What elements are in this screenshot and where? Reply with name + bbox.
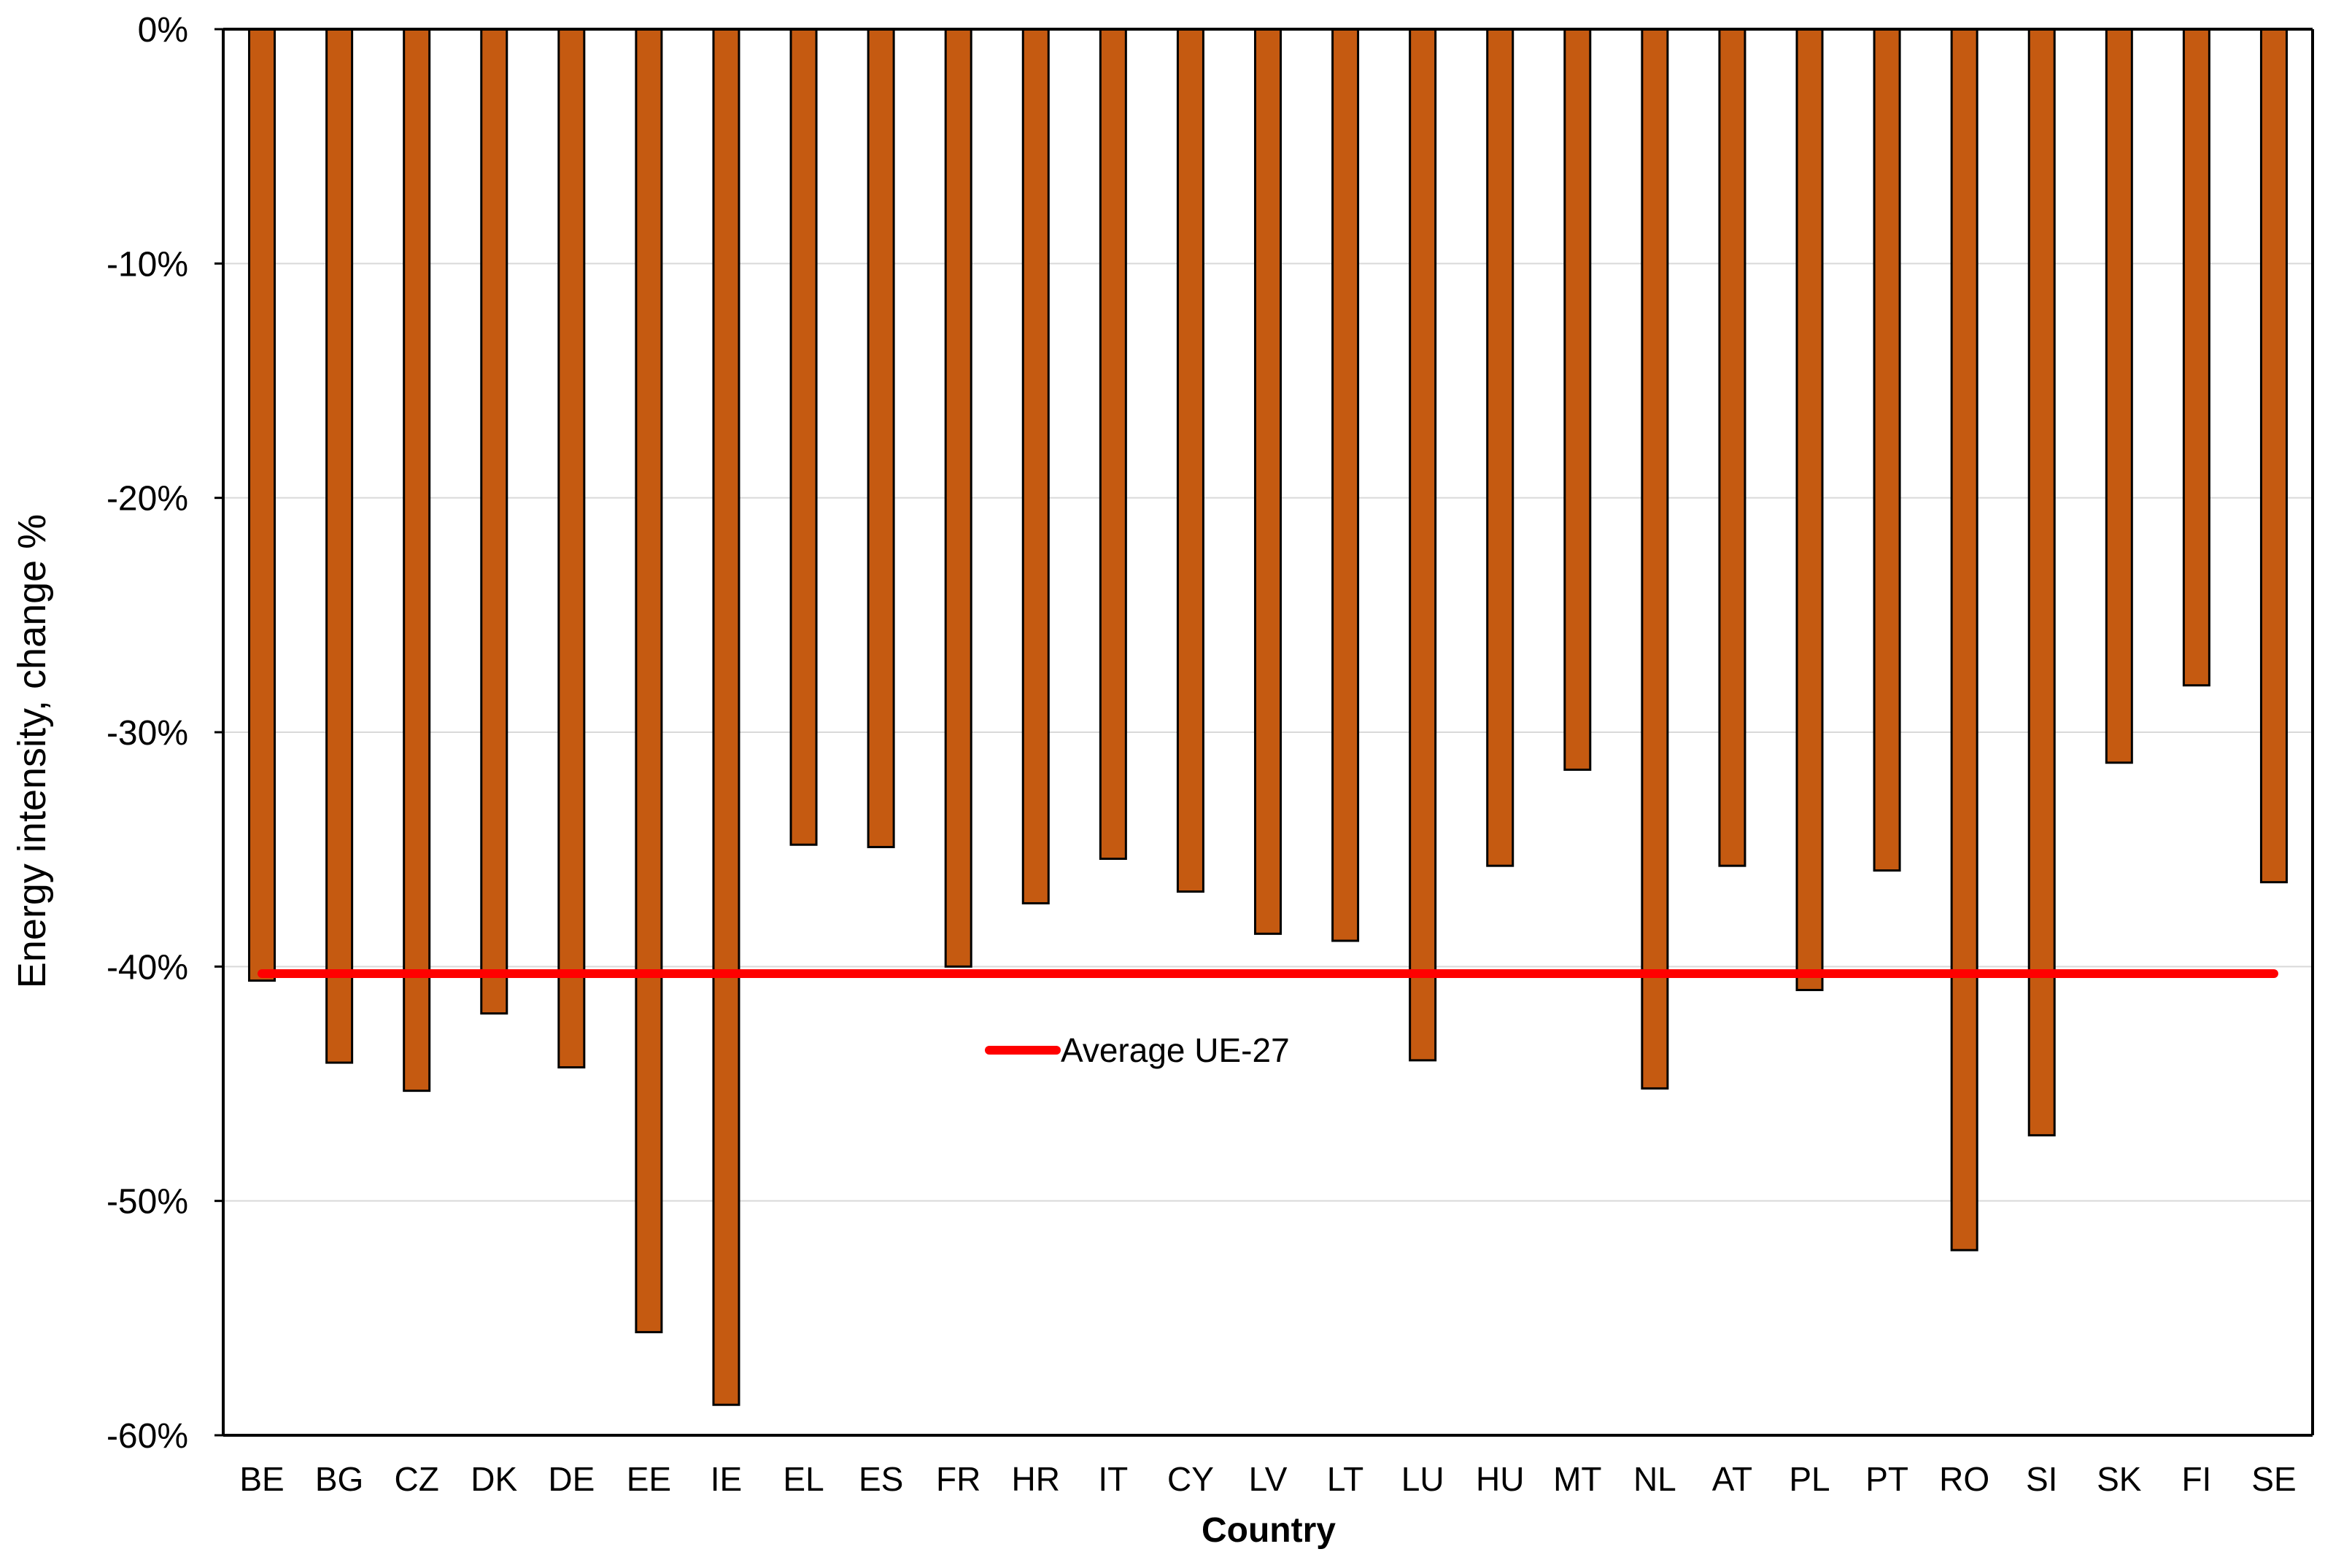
bar-bg	[325, 28, 354, 1064]
x-tick-label-lu: LU	[1401, 1460, 1444, 1498]
bar-ee	[635, 28, 663, 1334]
bars	[248, 28, 2288, 1406]
x-tick-label-ro: RO	[1939, 1460, 1989, 1498]
bar-ro	[1950, 28, 1978, 1251]
x-tick-label-at: AT	[1712, 1460, 1752, 1498]
bar-es	[867, 28, 895, 848]
legend-label-average: Average UE-27	[1061, 1031, 1290, 1069]
y-tick-label: -60%	[107, 1417, 188, 1456]
x-tick-label-mt: MT	[1553, 1460, 1601, 1498]
y-tick-label: -10%	[107, 245, 188, 284]
bar-lv	[1253, 28, 1283, 935]
y-tick-label: -20%	[107, 480, 188, 519]
legend: Average UE-27	[985, 1031, 1290, 1069]
x-tick-label-it: IT	[1098, 1460, 1128, 1498]
bar-lt	[1331, 28, 1360, 942]
bar-cz	[403, 28, 431, 1092]
x-tick-label-cy: CY	[1167, 1460, 1214, 1498]
bar-de	[557, 28, 586, 1069]
bar-be	[248, 28, 276, 982]
x-tick-label-nl: NL	[1633, 1460, 1676, 1498]
bar-cy	[1176, 28, 1204, 893]
y-tick-label: -40%	[107, 948, 188, 987]
bar-hu	[1486, 28, 1514, 867]
x-tick-labels: BE BG CZ DK DE EE IE EL ES FR HR IT CY LV LT LU HU MT NL AT…	[239, 1460, 2296, 1498]
bar-si	[2027, 28, 2056, 1137]
bar-sk	[2105, 28, 2133, 764]
x-tick-label-hr: HR	[1012, 1460, 1060, 1498]
x-tick-label-lt: LT	[1327, 1460, 1363, 1498]
x-tick-label-fi: FI	[2181, 1460, 2211, 1498]
x-tick-label-de: DE	[548, 1460, 595, 1498]
x-tick-label-ie: IE	[711, 1460, 742, 1498]
bar-nl	[1641, 28, 1669, 1090]
bar-fi	[2182, 28, 2210, 687]
bar-el	[789, 28, 818, 846]
y-tick-labels: 0% -10% -20% -30% -40% -50% -60%	[107, 11, 188, 1456]
x-tick-label-si: SI	[2026, 1460, 2057, 1498]
y-tick-label: -50%	[107, 1183, 188, 1222]
bar-it	[1099, 28, 1127, 861]
x-axis-title: Country	[1202, 1511, 1336, 1550]
x-tick-label-se: SE	[2251, 1460, 2296, 1498]
x-tick-label-be: BE	[239, 1460, 284, 1498]
bar-pt	[1873, 28, 1901, 872]
x-tick-label-dk: DK	[471, 1460, 517, 1498]
bar-ie	[712, 28, 740, 1406]
bar-mt	[1563, 28, 1592, 771]
axes	[214, 28, 2314, 1437]
bar-lu	[1409, 28, 1437, 1062]
x-tick-label-ee: EE	[627, 1460, 671, 1498]
x-tick-label-hu: HU	[1476, 1460, 1524, 1498]
y-tick-label: -30%	[107, 714, 188, 753]
bar-at	[1718, 28, 1746, 867]
bar-se	[2259, 28, 2288, 884]
bar-dk	[480, 28, 508, 1015]
x-tick-label-cz: CZ	[395, 1460, 439, 1498]
bar-fr	[944, 28, 972, 968]
y-axis-title: Energy intensity, change %	[10, 514, 54, 988]
x-tick-label-fr: FR	[936, 1460, 980, 1498]
x-tick-label-es: ES	[859, 1460, 903, 1498]
x-tick-label-el: EL	[783, 1460, 824, 1498]
x-tick-label-lv: LV	[1249, 1460, 1288, 1498]
x-tick-label-bg: BG	[315, 1460, 363, 1498]
bar-pl	[1795, 28, 1824, 991]
bar-hr	[1021, 28, 1050, 905]
x-tick-label-pt: PT	[1865, 1460, 1908, 1498]
x-tick-label-sk: SK	[2097, 1460, 2142, 1498]
x-tick-label-pl: PL	[1789, 1460, 1830, 1498]
y-tick-label: 0%	[138, 11, 188, 50]
